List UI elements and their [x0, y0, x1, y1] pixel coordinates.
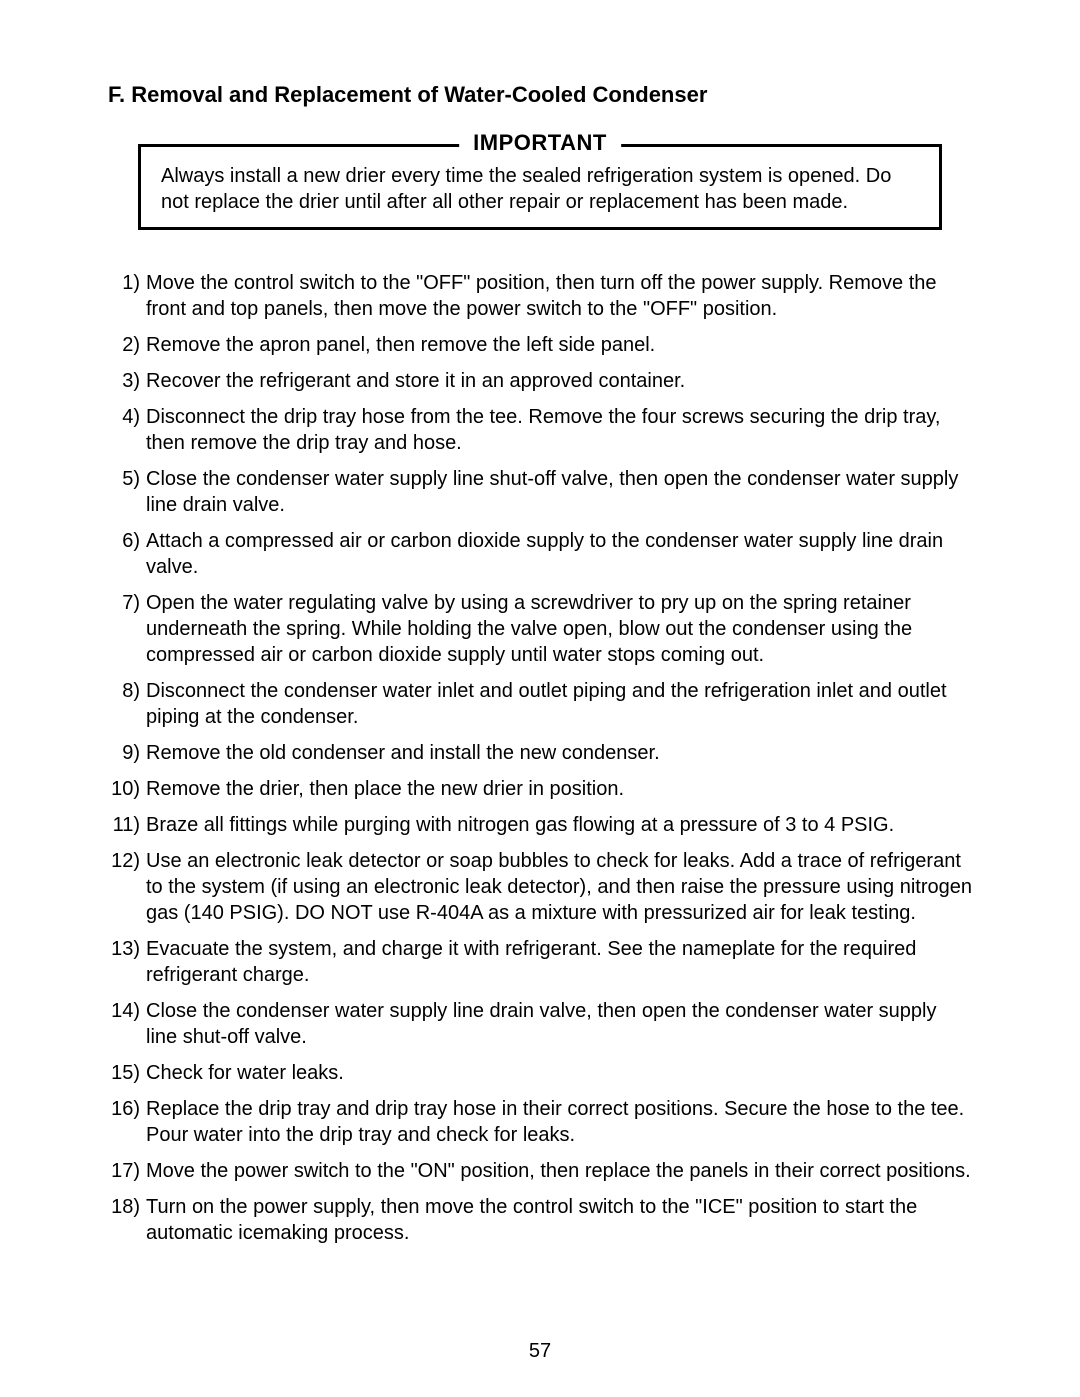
important-callout: IMPORTANT Always install a new drier eve… [138, 144, 942, 230]
step-item: 1) Move the control switch to the "OFF" … [108, 270, 972, 322]
page-number: 57 [0, 1340, 1080, 1363]
step-text: Replace the drip tray and drip tray hose… [146, 1096, 972, 1148]
step-item: 8) Disconnect the condenser water inlet … [108, 678, 972, 730]
section-heading: F. Removal and Replacement of Water-Cool… [108, 82, 972, 108]
step-text: Remove the apron panel, then remove the … [146, 332, 972, 358]
step-item: 16) Replace the drip tray and drip tray … [108, 1096, 972, 1148]
step-text: Close the condenser water supply line sh… [146, 466, 972, 518]
callout-body: Always install a new drier every time th… [138, 144, 942, 230]
step-text: Attach a compressed air or carbon dioxid… [146, 528, 972, 580]
step-number: 14) [108, 998, 146, 1050]
step-number: 15) [108, 1060, 146, 1086]
step-item: 5) Close the condenser water supply line… [108, 466, 972, 518]
step-number: 16) [108, 1096, 146, 1148]
step-item: 2) Remove the apron panel, then remove t… [108, 332, 972, 358]
step-text: Recover the refrigerant and store it in … [146, 368, 972, 394]
step-number: 1) [108, 270, 146, 322]
step-text: Remove the drier, then place the new dri… [146, 776, 972, 802]
step-text: Move the control switch to the "OFF" pos… [146, 270, 972, 322]
step-number: 8) [108, 678, 146, 730]
step-item: 17) Move the power switch to the "ON" po… [108, 1158, 972, 1184]
step-text: Check for water leaks. [146, 1060, 972, 1086]
step-text: Close the condenser water supply line dr… [146, 998, 972, 1050]
step-number: 4) [108, 404, 146, 456]
step-text: Disconnect the drip tray hose from the t… [146, 404, 972, 456]
step-number: 13) [108, 936, 146, 988]
document-page: F. Removal and Replacement of Water-Cool… [0, 0, 1080, 1397]
step-number: 10) [108, 776, 146, 802]
step-item: 14) Close the condenser water supply lin… [108, 998, 972, 1050]
step-text: Disconnect the condenser water inlet and… [146, 678, 972, 730]
step-text: Turn on the power supply, then move the … [146, 1194, 972, 1246]
step-number: 3) [108, 368, 146, 394]
step-text: Evacuate the system, and charge it with … [146, 936, 972, 988]
step-text: Use an electronic leak detector or soap … [146, 848, 972, 926]
step-item: 18) Turn on the power supply, then move … [108, 1194, 972, 1246]
step-number: 7) [108, 590, 146, 668]
steps-list: 1) Move the control switch to the "OFF" … [108, 270, 972, 1246]
step-item: 10) Remove the drier, then place the new… [108, 776, 972, 802]
callout-title: IMPORTANT [459, 130, 621, 156]
step-number: 2) [108, 332, 146, 358]
step-number: 9) [108, 740, 146, 766]
step-number: 5) [108, 466, 146, 518]
step-text: Open the water regulating valve by using… [146, 590, 972, 668]
step-item: 11) Braze all fittings while purging wit… [108, 812, 972, 838]
step-item: 12) Use an electronic leak detector or s… [108, 848, 972, 926]
step-text: Remove the old condenser and install the… [146, 740, 972, 766]
step-number: 6) [108, 528, 146, 580]
step-item: 6) Attach a compressed air or carbon dio… [108, 528, 972, 580]
step-item: 9) Remove the old condenser and install … [108, 740, 972, 766]
step-number: 12) [108, 848, 146, 926]
step-text: Braze all fittings while purging with ni… [146, 812, 972, 838]
step-number: 17) [108, 1158, 146, 1184]
step-item: 4) Disconnect the drip tray hose from th… [108, 404, 972, 456]
step-item: 3) Recover the refrigerant and store it … [108, 368, 972, 394]
step-number: 18) [108, 1194, 146, 1246]
step-item: 15) Check for water leaks. [108, 1060, 972, 1086]
step-number: 11) [108, 812, 146, 838]
step-text: Move the power switch to the "ON" positi… [146, 1158, 972, 1184]
step-item: 7) Open the water regulating valve by us… [108, 590, 972, 668]
step-item: 13) Evacuate the system, and charge it w… [108, 936, 972, 988]
